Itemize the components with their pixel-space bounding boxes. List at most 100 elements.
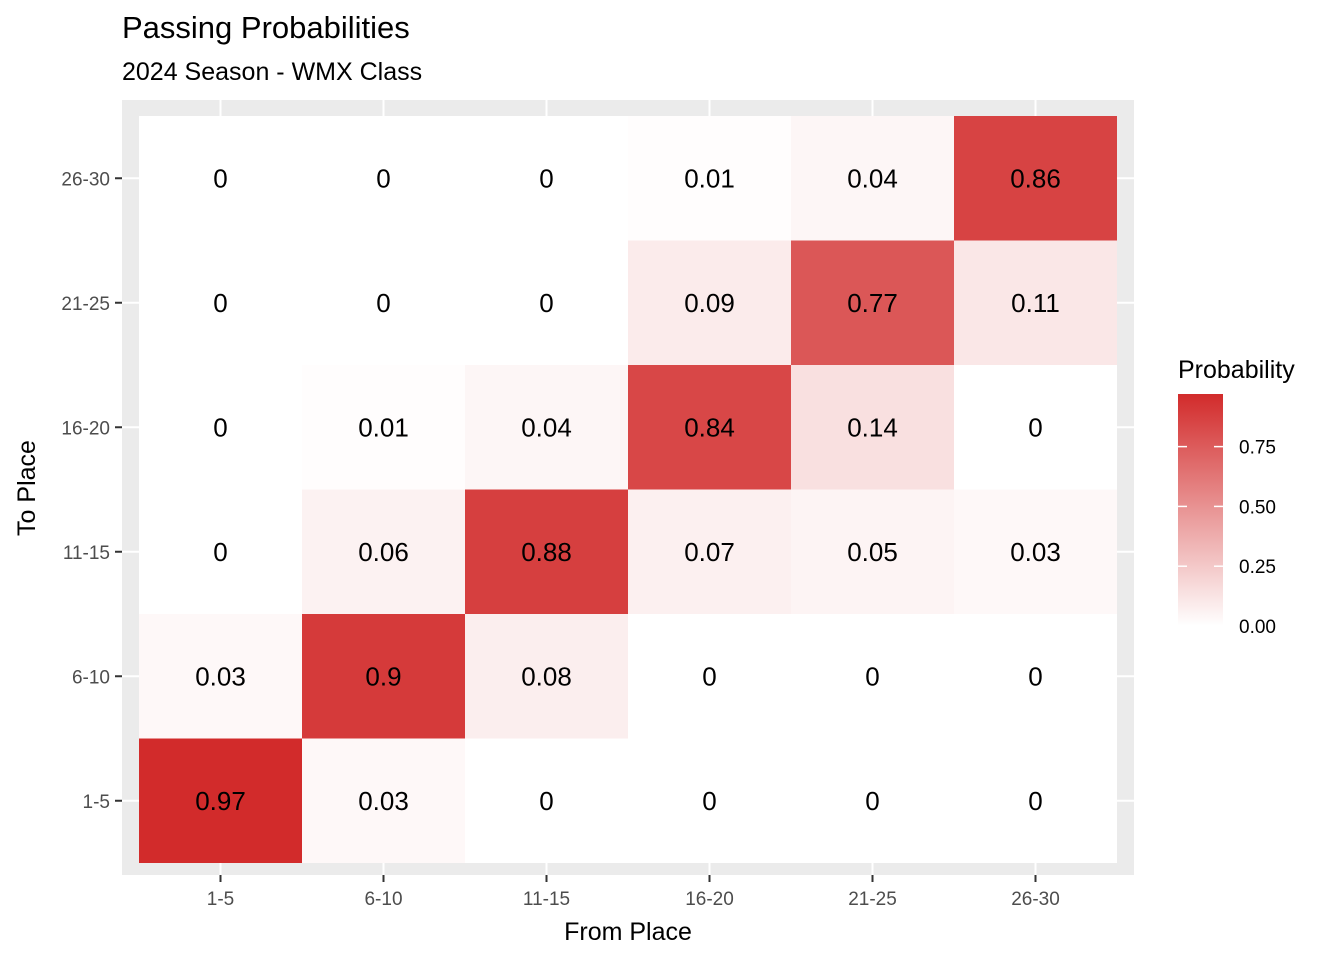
cell-value-label: 0 <box>213 412 227 442</box>
legend-tick-label: 0.00 <box>1239 617 1276 638</box>
heatmap-cell <box>139 614 302 739</box>
cell-value-label: 0 <box>213 163 227 193</box>
y-tick-label: 26-30 <box>61 169 110 190</box>
heatmap-cell <box>628 738 791 863</box>
x-tick-label: 1-5 <box>207 889 234 910</box>
cell-value-label: 0 <box>1028 661 1042 691</box>
y-tick-label: 11-15 <box>63 543 110 564</box>
cell-value-label: 0.05 <box>847 537 898 567</box>
heatmap-cell <box>465 738 628 863</box>
y-axis: 1-5 6-10 11-15 16-20 21-25 26-30 <box>61 169 122 813</box>
heatmap-cell <box>954 116 1117 241</box>
heatmap-cell <box>139 738 302 863</box>
x-axis-title: From Place <box>564 918 692 946</box>
legend-tick-label: 0.50 <box>1239 497 1276 518</box>
heatmap-cell <box>791 240 954 365</box>
legend-tick-label: 0.25 <box>1239 557 1276 578</box>
cell-value-label: 0.04 <box>521 412 572 442</box>
heatmap-cell <box>628 240 791 365</box>
cell-value-label: 0.88 <box>521 537 572 567</box>
y-tick-label: 16-20 <box>61 418 110 439</box>
cell-labels: 0.97 0.03 0 0 0 0 0.03 0.9 0.08 0 0 0 0 0.06 0.88 0.07 0… <box>195 163 1061 816</box>
y-tick-label: 21-25 <box>61 294 110 315</box>
heatmap-cell <box>302 738 465 863</box>
cell-value-label: 0.03 <box>358 786 409 816</box>
cell-value-label: 0 <box>702 661 716 691</box>
cell-value-label: 0 <box>539 786 553 816</box>
heatmap-cell <box>302 116 465 241</box>
chart-title: Passing Probabilities <box>122 10 410 45</box>
cell-value-label: 0 <box>213 537 227 567</box>
legend-ticks: 0.00 0.25 0.50 0.75 <box>1178 438 1276 638</box>
heatmap-cell <box>954 489 1117 614</box>
cell-value-label: 0.08 <box>521 661 572 691</box>
cell-value-label: 0 <box>865 661 879 691</box>
cell-value-label: 0.11 <box>1011 288 1060 318</box>
heatmap-cell <box>465 116 628 241</box>
heatmap-cell <box>954 365 1117 490</box>
cell-value-label: 0.04 <box>847 163 898 193</box>
x-tick-label: 16-20 <box>685 889 734 910</box>
cell-value-label: 0.77 <box>847 288 898 318</box>
x-tick-label: 21-25 <box>848 889 897 910</box>
cell-value-label: 0.14 <box>847 412 898 442</box>
cell-value-label: 0.03 <box>1010 537 1061 567</box>
heatmap-cell <box>791 116 954 241</box>
y-tick-label: 1-5 <box>83 792 110 813</box>
heatmap-cell <box>628 116 791 241</box>
legend-colorbar <box>1178 394 1223 626</box>
cell-value-label: 0 <box>376 163 390 193</box>
heatmap-cell <box>954 614 1117 739</box>
cell-value-label: 0.01 <box>358 412 409 442</box>
heatmap-cell <box>302 489 465 614</box>
y-axis-title: To Place <box>13 440 41 536</box>
heatmap-cell <box>791 365 954 490</box>
heatmap-cells <box>139 116 1117 863</box>
cell-value-label: 0.86 <box>1010 163 1061 193</box>
heatmap-cell <box>628 489 791 614</box>
heatmap-cell <box>791 489 954 614</box>
cell-value-label: 0.06 <box>358 537 409 567</box>
cell-value-label: 0 <box>1028 786 1042 816</box>
heatmap-cell <box>139 489 302 614</box>
legend-title: Probability <box>1178 356 1295 384</box>
heatmap-cell <box>628 614 791 739</box>
heatmap-cell <box>465 489 628 614</box>
cell-value-label: 0.84 <box>684 412 735 442</box>
heatmap-cell <box>302 240 465 365</box>
heatmap-cell <box>465 614 628 739</box>
y-tick-label: 6-10 <box>72 667 110 688</box>
cell-value-label: 0.01 <box>684 163 735 193</box>
chart-subtitle: 2024 Season - WMX Class <box>122 58 423 86</box>
x-tick-label: 6-10 <box>364 889 402 910</box>
legend-tick-label: 0.75 <box>1239 438 1276 459</box>
cell-value-label: 0.09 <box>684 288 735 318</box>
legend: Probability 0.00 0.25 0.50 0.75 <box>1178 356 1295 638</box>
x-tick-label: 26-30 <box>1011 889 1060 910</box>
heatmap-cell <box>791 738 954 863</box>
heatmap-cell <box>465 240 628 365</box>
heatmap-cell <box>139 240 302 365</box>
cell-value-label: 0 <box>539 288 553 318</box>
heatmap-cell <box>465 365 628 490</box>
heatmap-cell <box>302 614 465 739</box>
cell-value-label: 0.97 <box>195 786 246 816</box>
cell-value-label: 0.07 <box>684 537 735 567</box>
heatmap-cell <box>139 116 302 241</box>
heatmap-cell <box>628 365 791 490</box>
cell-value-label: 0.9 <box>365 661 401 691</box>
cell-value-label: 0 <box>865 786 879 816</box>
cell-value-label: 0 <box>1028 412 1042 442</box>
cell-value-label: 0 <box>539 163 553 193</box>
heatmap-cell <box>954 240 1117 365</box>
heatmap-cell <box>302 365 465 490</box>
x-axis: 1-5 6-10 11-15 16-20 21-25 26-30 <box>207 875 1060 910</box>
cell-value-label: 0 <box>376 288 390 318</box>
cell-value-label: 0 <box>702 786 716 816</box>
cell-value-label: 0.03 <box>195 661 246 691</box>
x-tick-label: 11-15 <box>523 889 570 910</box>
heatmap-cell <box>954 738 1117 863</box>
cell-value-label: 0 <box>213 288 227 318</box>
heatmap-cell <box>139 365 302 490</box>
